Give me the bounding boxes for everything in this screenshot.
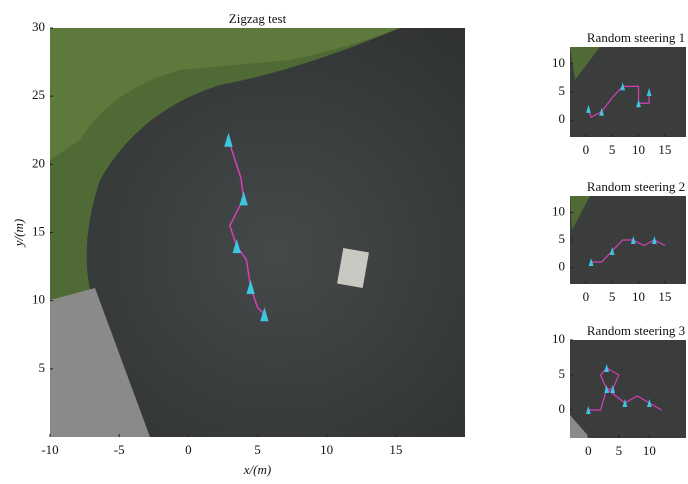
x-tick-label: 10 [320,442,333,457]
chart-title: Random steering 3 [587,323,685,338]
x-tick-label: 5 [609,142,616,157]
y-tick-label: 15 [32,223,45,238]
y-tick-label: 25 [32,87,45,102]
y-tick-label: 5 [559,366,566,381]
y-tick-label: 0 [559,401,566,416]
chart-title: Random steering 1 [587,30,685,45]
x-tick-label: 10 [643,443,656,458]
x-tick-label: -10 [41,442,58,457]
x-tick-label: 0 [185,442,192,457]
y-tick-label: 5 [559,231,566,246]
x-tick-label: 10 [632,142,645,157]
y-tick-label: 5 [39,360,46,375]
x-tick-label: 0 [585,443,592,458]
figure: Zigzag test -10 -5 0 5 10 15 5 10 15 20 25 30 x/(m) y/… [0,0,688,484]
x-tick-label: 0 [583,142,590,157]
x-tick-label: 15 [389,442,402,457]
y-tick-label: 10 [552,331,565,346]
chart-title: Random steering 2 [587,179,685,194]
x-tick-label: 10 [632,289,645,304]
satellite-background [50,28,465,437]
y-tick-label: 20 [32,155,45,170]
y-tick-label: 0 [559,111,566,126]
y-tick-label: 0 [559,258,566,273]
y-tick-label: 30 [32,19,45,34]
y-tick-label: 5 [559,83,566,98]
x-axis-label: x/(m) [243,462,271,477]
y-tick-label: 10 [32,292,45,307]
x-tick-label: 15 [658,142,671,157]
y-tick-label: 10 [552,203,565,218]
chart-title: Zigzag test [229,11,287,26]
y-axis-label: y/(m) [11,219,26,248]
x-tick-label: 5 [609,289,616,304]
x-tick-label: 15 [658,289,671,304]
x-tick-label: 0 [583,289,590,304]
x-tick-label: -5 [114,442,125,457]
x-tick-label: 5 [254,442,261,457]
x-tick-label: 5 [616,443,623,458]
y-tick-label: 10 [552,55,565,70]
